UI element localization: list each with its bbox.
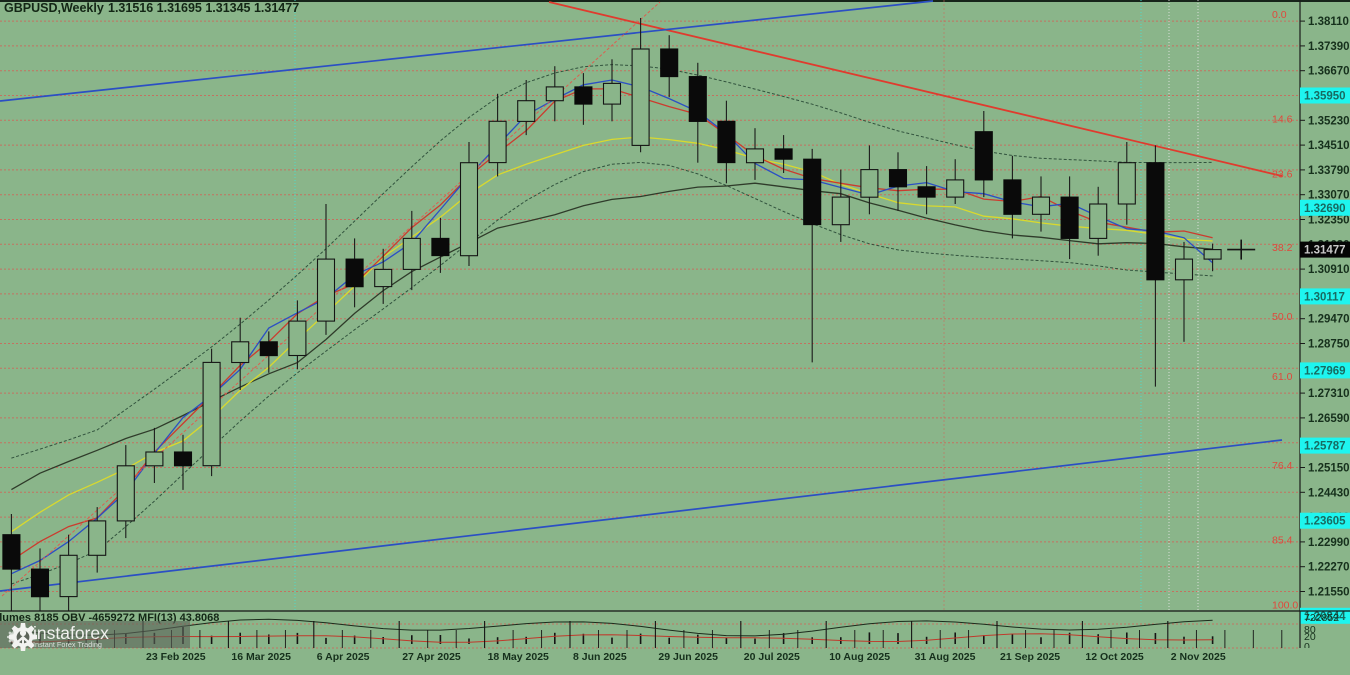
svg-text:29 Jun 2025: 29 Jun 2025 — [658, 651, 718, 663]
svg-text:1.29470: 1.29470 — [1308, 314, 1350, 326]
svg-text:10 Aug 2025: 10 Aug 2025 — [829, 651, 890, 663]
svg-text:38.2: 38.2 — [1272, 242, 1293, 254]
svg-text:1.25150: 1.25150 — [1308, 463, 1350, 475]
svg-text:21 Sep 2025: 21 Sep 2025 — [1000, 651, 1060, 663]
svg-text:61.0: 61.0 — [1272, 371, 1293, 383]
svg-text:1.35950: 1.35950 — [1304, 91, 1346, 103]
svg-text:31 Aug 2025: 31 Aug 2025 — [915, 651, 976, 663]
svg-text:1.36670: 1.36670 — [1308, 66, 1350, 78]
svg-text:85.4: 85.4 — [1272, 534, 1293, 546]
svg-text:20 Jul 2025: 20 Jul 2025 — [744, 651, 800, 663]
svg-text:16 Mar 2025: 16 Mar 2025 — [231, 651, 291, 663]
svg-text:1.31477: 1.31477 — [1304, 245, 1346, 257]
svg-text:1.22270: 1.22270 — [1308, 562, 1350, 574]
svg-text:1.27969: 1.27969 — [1304, 365, 1346, 377]
svg-text:1.35230: 1.35230 — [1308, 115, 1350, 127]
svg-text:GBPUSD,Weekly: GBPUSD,Weekly — [4, 1, 104, 15]
svg-text:12 Oct 2025: 12 Oct 2025 — [1085, 651, 1144, 663]
svg-text:23.6: 23.6 — [1272, 169, 1293, 181]
svg-text:1.27310: 1.27310 — [1308, 388, 1350, 400]
svg-text:23 Feb 2025: 23 Feb 2025 — [146, 651, 206, 663]
svg-text:18 May 2025: 18 May 2025 — [488, 651, 549, 663]
svg-text:1.24430: 1.24430 — [1308, 487, 1350, 499]
svg-text:2 Nov 2025: 2 Nov 2025 — [1171, 651, 1226, 663]
svg-text:1.26590: 1.26590 — [1308, 413, 1350, 425]
svg-text:1.37390: 1.37390 — [1308, 41, 1350, 53]
svg-text:1.23605: 1.23605 — [1304, 516, 1346, 528]
svg-text:1.32350: 1.32350 — [1308, 215, 1350, 227]
svg-text:1.25787: 1.25787 — [1304, 441, 1346, 453]
svg-text:Instant Forex Trading: Instant Forex Trading — [33, 640, 102, 649]
svg-text:1.28750: 1.28750 — [1308, 339, 1350, 351]
svg-text:1.30117: 1.30117 — [1304, 291, 1345, 303]
svg-text:1.22990: 1.22990 — [1308, 537, 1350, 549]
svg-text:0.0: 0.0 — [1272, 9, 1287, 21]
svg-text:27 Apr 2025: 27 Apr 2025 — [402, 651, 461, 663]
svg-text:1.21550: 1.21550 — [1308, 587, 1350, 599]
svg-text:1.33790: 1.33790 — [1308, 165, 1350, 177]
svg-text:1.32690: 1.32690 — [1304, 203, 1346, 215]
svg-text:14.6: 14.6 — [1272, 114, 1293, 126]
svg-text:50.0: 50.0 — [1272, 311, 1293, 323]
svg-text:722852: 722852 — [1304, 612, 1339, 624]
svg-text:8 Jun 2025: 8 Jun 2025 — [573, 651, 627, 663]
svg-text:1.31516 1.31695 1.31345 1.3147: 1.31516 1.31695 1.31345 1.31477 — [108, 1, 299, 15]
svg-text:1.38110: 1.38110 — [1308, 16, 1349, 28]
svg-text:76.4: 76.4 — [1272, 460, 1293, 472]
svg-text:1.30910: 1.30910 — [1308, 264, 1350, 276]
svg-text:1.34510: 1.34510 — [1308, 140, 1350, 152]
svg-text:100.0: 100.0 — [1272, 599, 1298, 611]
svg-text:6 Apr 2025: 6 Apr 2025 — [317, 651, 370, 663]
